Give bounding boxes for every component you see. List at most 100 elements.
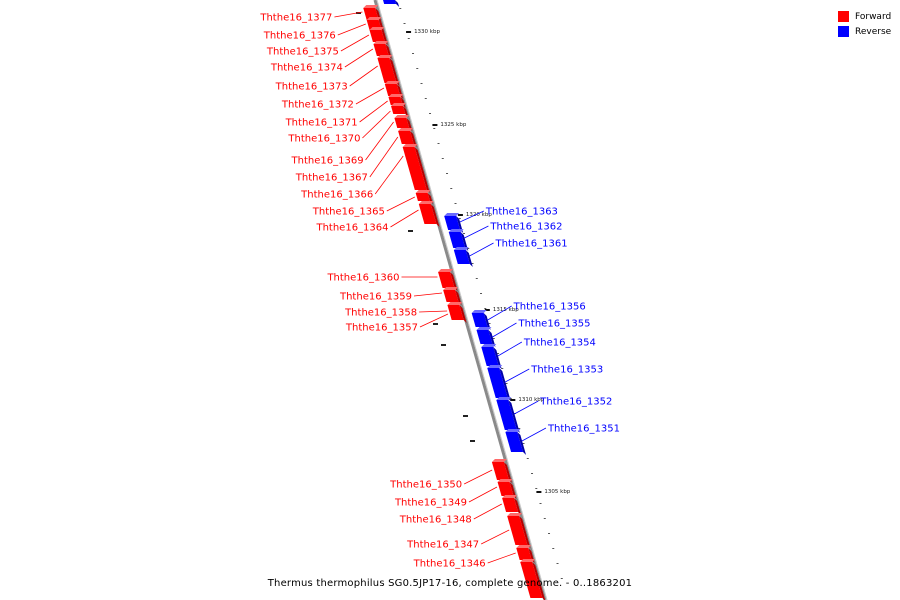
forward-gene-block	[520, 559, 546, 600]
ruler-dot	[531, 473, 534, 474]
ruler-dash	[441, 344, 446, 346]
forward-gene-label: Ththe16_1372	[281, 100, 354, 111]
ruler-dash	[408, 230, 413, 232]
forward-leader-line	[487, 552, 516, 564]
forward-gene-label: Ththe16_1346	[413, 559, 486, 570]
forward-gene-block	[443, 287, 462, 305]
forward-gene-label: Ththe16_1364	[315, 223, 388, 234]
reverse-leader-line	[514, 400, 539, 415]
tick-mark	[510, 399, 516, 401]
forward-gene-label: Ththe16_1371	[285, 118, 358, 129]
ruler-dot	[458, 218, 461, 219]
forward-leader-line	[386, 196, 415, 212]
tick-mark	[484, 309, 490, 311]
genome-caption: Thermus thermophilus SG0.5JP17-16, compl…	[267, 578, 633, 589]
forward-leader-line	[413, 292, 443, 297]
reverse-leader-line	[492, 322, 517, 338]
forward-gene-label: Ththe16_1365	[312, 207, 385, 218]
ruler-dot	[399, 8, 402, 9]
tick-mark	[536, 491, 542, 493]
reverse-leader-line	[505, 368, 530, 383]
legend-reverse-label: Reverse	[855, 26, 892, 37]
tick-mark	[406, 31, 412, 33]
forward-gene-block	[418, 201, 440, 227]
forward-gene-label: Ththe16_1369	[291, 156, 364, 167]
forward-leader-line	[340, 34, 370, 52]
tick-label: 1305 kbp	[544, 489, 570, 495]
ruler-dot	[433, 128, 436, 129]
forward-leader-line	[362, 110, 391, 139]
reverse-gene-label: Ththe16_1354	[523, 338, 596, 349]
reverse-leader-line	[464, 225, 489, 239]
forward-swatch	[838, 11, 849, 22]
ruler-dot	[441, 158, 444, 159]
reverse-gene-block	[481, 344, 502, 369]
forward-gene-label: Ththe16_1360	[326, 273, 399, 284]
ruler-dot	[471, 263, 474, 264]
forward-gene-label: Ththe16_1367	[295, 173, 368, 184]
ruler-dot	[560, 578, 563, 579]
tick-label: 1325 kbp	[440, 122, 466, 128]
forward-gene-block	[398, 128, 417, 147]
forward-gene-block	[447, 302, 467, 323]
forward-gene-block	[391, 103, 409, 117]
legend-forward-label: Forward	[855, 11, 892, 22]
ruler-dot	[480, 293, 483, 294]
tick-label: 1320 kbp	[466, 212, 492, 218]
ruler-dot	[556, 563, 559, 564]
ruler-dot	[429, 113, 432, 114]
forward-leader-line	[355, 87, 385, 105]
reverse-gene-block	[505, 429, 527, 455]
ruler-dot	[416, 68, 419, 69]
forward-leader-line	[337, 23, 366, 36]
legend: Forward Reverse	[838, 9, 891, 39]
ruler-dot	[420, 83, 423, 84]
forward-gene-label: Ththe16_1359	[339, 292, 412, 303]
ruler-dash	[470, 440, 475, 442]
reverse-gene-label: Ththe16_1352	[539, 397, 612, 408]
forward-gene-label: Ththe16_1347	[406, 540, 479, 551]
tick-label: 1310 kbp	[518, 397, 544, 403]
forward-gene-label: Ththe16_1374	[270, 63, 343, 74]
reverse-gene-label: Ththe16_1362	[489, 222, 562, 233]
ruler-dash	[463, 415, 468, 417]
ruler-dot	[501, 368, 504, 369]
reverse-gene-block	[471, 310, 491, 330]
forward-gene-block	[516, 545, 535, 563]
ruler-dot	[539, 503, 542, 504]
ruler-dot	[403, 23, 406, 24]
reverse-gene-label: Ththe16_1351	[547, 424, 620, 435]
forward-gene-label: Ththe16_1373	[275, 82, 348, 93]
reverse-gene-label: Ththe16_1356	[513, 302, 586, 313]
tick-mark	[432, 124, 438, 126]
forward-leader-line	[359, 100, 388, 123]
ruler-dot	[437, 143, 440, 144]
reverse-leader-line	[487, 305, 512, 321]
ruler-dot	[497, 353, 500, 354]
ruler-dot	[484, 308, 487, 309]
forward-gene-label: Ththe16_1350	[389, 480, 462, 491]
reverse-gene-block	[476, 327, 496, 347]
tick-label: 1315 kbp	[493, 307, 519, 313]
forward-gene-block	[373, 41, 392, 59]
ruler-dot	[509, 398, 512, 399]
forward-leader-line	[369, 136, 399, 178]
ruler-dot	[424, 98, 427, 99]
reverse-gene-block	[444, 213, 464, 233]
forward-leader-line	[468, 486, 498, 503]
forward-gene-label: Ththe16_1357	[345, 323, 418, 334]
forward-gene-block	[438, 269, 458, 291]
ruler-dot	[407, 38, 410, 39]
forward-gene-label: Ththe16_1376	[263, 31, 336, 42]
forward-gene-block	[502, 495, 522, 515]
ruler-dot	[543, 518, 546, 519]
forward-leader-line	[390, 209, 419, 228]
forward-gene-block	[491, 459, 512, 483]
ruler-dot	[463, 233, 466, 234]
reverse-gene-label: Ththe16_1355	[517, 319, 590, 330]
genome-backbone-shadow	[376, 0, 548, 600]
forward-leader-line	[419, 310, 448, 313]
ruler-dot	[446, 173, 449, 174]
forward-gene-label: Ththe16_1375	[266, 47, 339, 58]
ruler-dot	[488, 323, 491, 324]
